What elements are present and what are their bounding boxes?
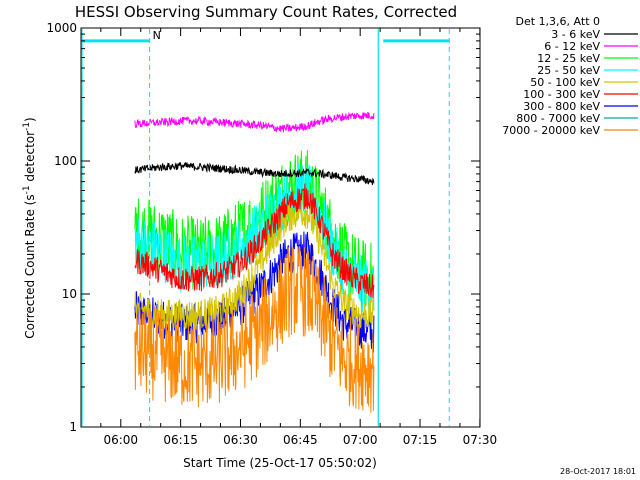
- legend-label-12-25-kev: 12 - 25 keV: [537, 52, 600, 65]
- series-line-25-50-kev: [134, 163, 375, 315]
- y-tick-label: 1000: [46, 21, 77, 35]
- night-marker-label: N: [153, 29, 161, 42]
- y-tick-label: 1: [69, 420, 77, 434]
- legend-label-6-12-kev: 6 - 12 keV: [544, 40, 600, 53]
- series-line-300-800-kev: [134, 231, 375, 353]
- legend-label-3-6-kev: 3 - 6 keV: [551, 28, 600, 41]
- y-tick-label: 10: [62, 287, 77, 301]
- legend-header: Det 1,3,6, Att 0: [516, 15, 600, 28]
- legend-label-100-300-kev: 100 - 300 keV: [523, 88, 600, 101]
- chart-title: HESSI Observing Summary Count Rates, Cor…: [75, 3, 457, 21]
- timestamp-stamp: 28-Oct-2017 18:01: [560, 467, 636, 476]
- y-axis-label: Corrected Count Rate (s-1 detector-1): [22, 117, 37, 338]
- y-tick-label: 100: [54, 154, 77, 168]
- series-line-100-300-kev: [134, 183, 375, 299]
- x-tick-label: 07:30: [463, 433, 498, 447]
- x-tick-label: 06:00: [103, 433, 138, 447]
- legend-label-50-100-kev: 50 - 100 keV: [530, 76, 600, 89]
- series-line-7000-20000-kev: [134, 246, 375, 413]
- legend-label-7000-20000-kev: 7000 - 20000 keV: [502, 124, 600, 137]
- tick-layer: 06:00 06:15 06:30 06:45 07:00 07:15 07:30 1 10 10…: [46, 21, 497, 447]
- legend-label-300-800-kev: 300 - 800 keV: [523, 100, 600, 113]
- legend-label-25-50-kev: 25 - 50 keV: [537, 64, 600, 77]
- x-axis-label: Start Time (25-Oct-17 05:50:02): [183, 456, 377, 470]
- x-tick-label: 06:15: [163, 433, 198, 447]
- series-line-3-6-kev: [134, 162, 375, 186]
- series-line-50-100-kev: [134, 200, 375, 331]
- legend-label-800-7000-kev: 800 - 7000 keV: [516, 112, 600, 125]
- marker-layer: N: [81, 29, 450, 426]
- x-tick-label: 06:30: [223, 433, 258, 447]
- x-tick-label: 07:00: [343, 433, 378, 447]
- x-tick-label: 07:15: [403, 433, 438, 447]
- series-line-6-12-kev: [134, 111, 375, 133]
- series-layer: [134, 111, 375, 413]
- x-tick-label: 06:45: [283, 433, 318, 447]
